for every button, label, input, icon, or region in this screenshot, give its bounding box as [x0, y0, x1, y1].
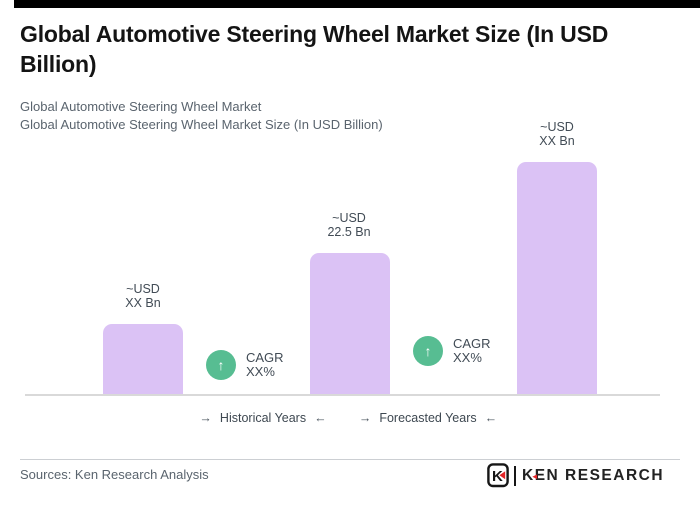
cagr-badge-forecast: ↑ CAGR XX% [413, 336, 491, 366]
top-accent-bar [14, 0, 700, 8]
axis-group-label: Historical Years [219, 411, 307, 425]
x-axis-line [25, 394, 660, 396]
page-title: Global Automotive Steering Wheel Market … [20, 21, 609, 77]
svg-text:K: K [492, 468, 503, 485]
up-arrow-icon: ↑ [424, 343, 432, 359]
logo-wordmark: K ◄ EN RESEARCH [522, 467, 664, 485]
axis-group-forecasted: → Forecasted Years ← [358, 410, 498, 426]
bar-value-label: ~USD XX Bn [125, 282, 161, 310]
ken-research-shield-icon: K [487, 463, 509, 488]
chart-subtitle-line2: Global Automotive Steering Wheel Market … [20, 117, 383, 132]
bar-base-year [310, 253, 390, 395]
cagr-label: CAGR XX% [453, 336, 491, 365]
cagr-badge-historical: ↑ CAGR XX% [206, 350, 284, 380]
footer-divider [20, 459, 680, 460]
growth-circle: ↑ [413, 336, 443, 366]
bar-forecast-year [517, 162, 597, 395]
left-arrow-icon: ← [484, 411, 498, 425]
left-arrow-icon: ← [314, 411, 327, 425]
logo-separator [514, 466, 516, 486]
wordmark-rest: EN RESEARCH [534, 467, 665, 484]
chart-subtitle-line1: Global Automotive Steering Wheel Market [20, 99, 262, 114]
cagr-label: CAGR XX% [246, 350, 284, 379]
wordmark-k: K [522, 467, 535, 484]
right-arrow-icon: → [199, 411, 212, 425]
growth-circle: ↑ [206, 350, 236, 380]
sources-text: Sources: Ken Research Analysis [20, 467, 209, 482]
ken-research-logo: K K ◄ EN RESEARCH [487, 463, 664, 489]
bar-value-label: ~USD XX Bn [539, 120, 575, 148]
right-arrow-icon: → [358, 411, 372, 425]
bar-historical-start [103, 324, 183, 395]
up-arrow-icon: ↑ [217, 357, 225, 373]
red-arrow-icon: ◄ [530, 472, 539, 481]
bar-value-label: ~USD 22.5 Bn [327, 211, 371, 239]
axis-group-historical: → Historical Years ← [193, 410, 333, 426]
axis-group-label: Forecasted Years [379, 411, 477, 425]
